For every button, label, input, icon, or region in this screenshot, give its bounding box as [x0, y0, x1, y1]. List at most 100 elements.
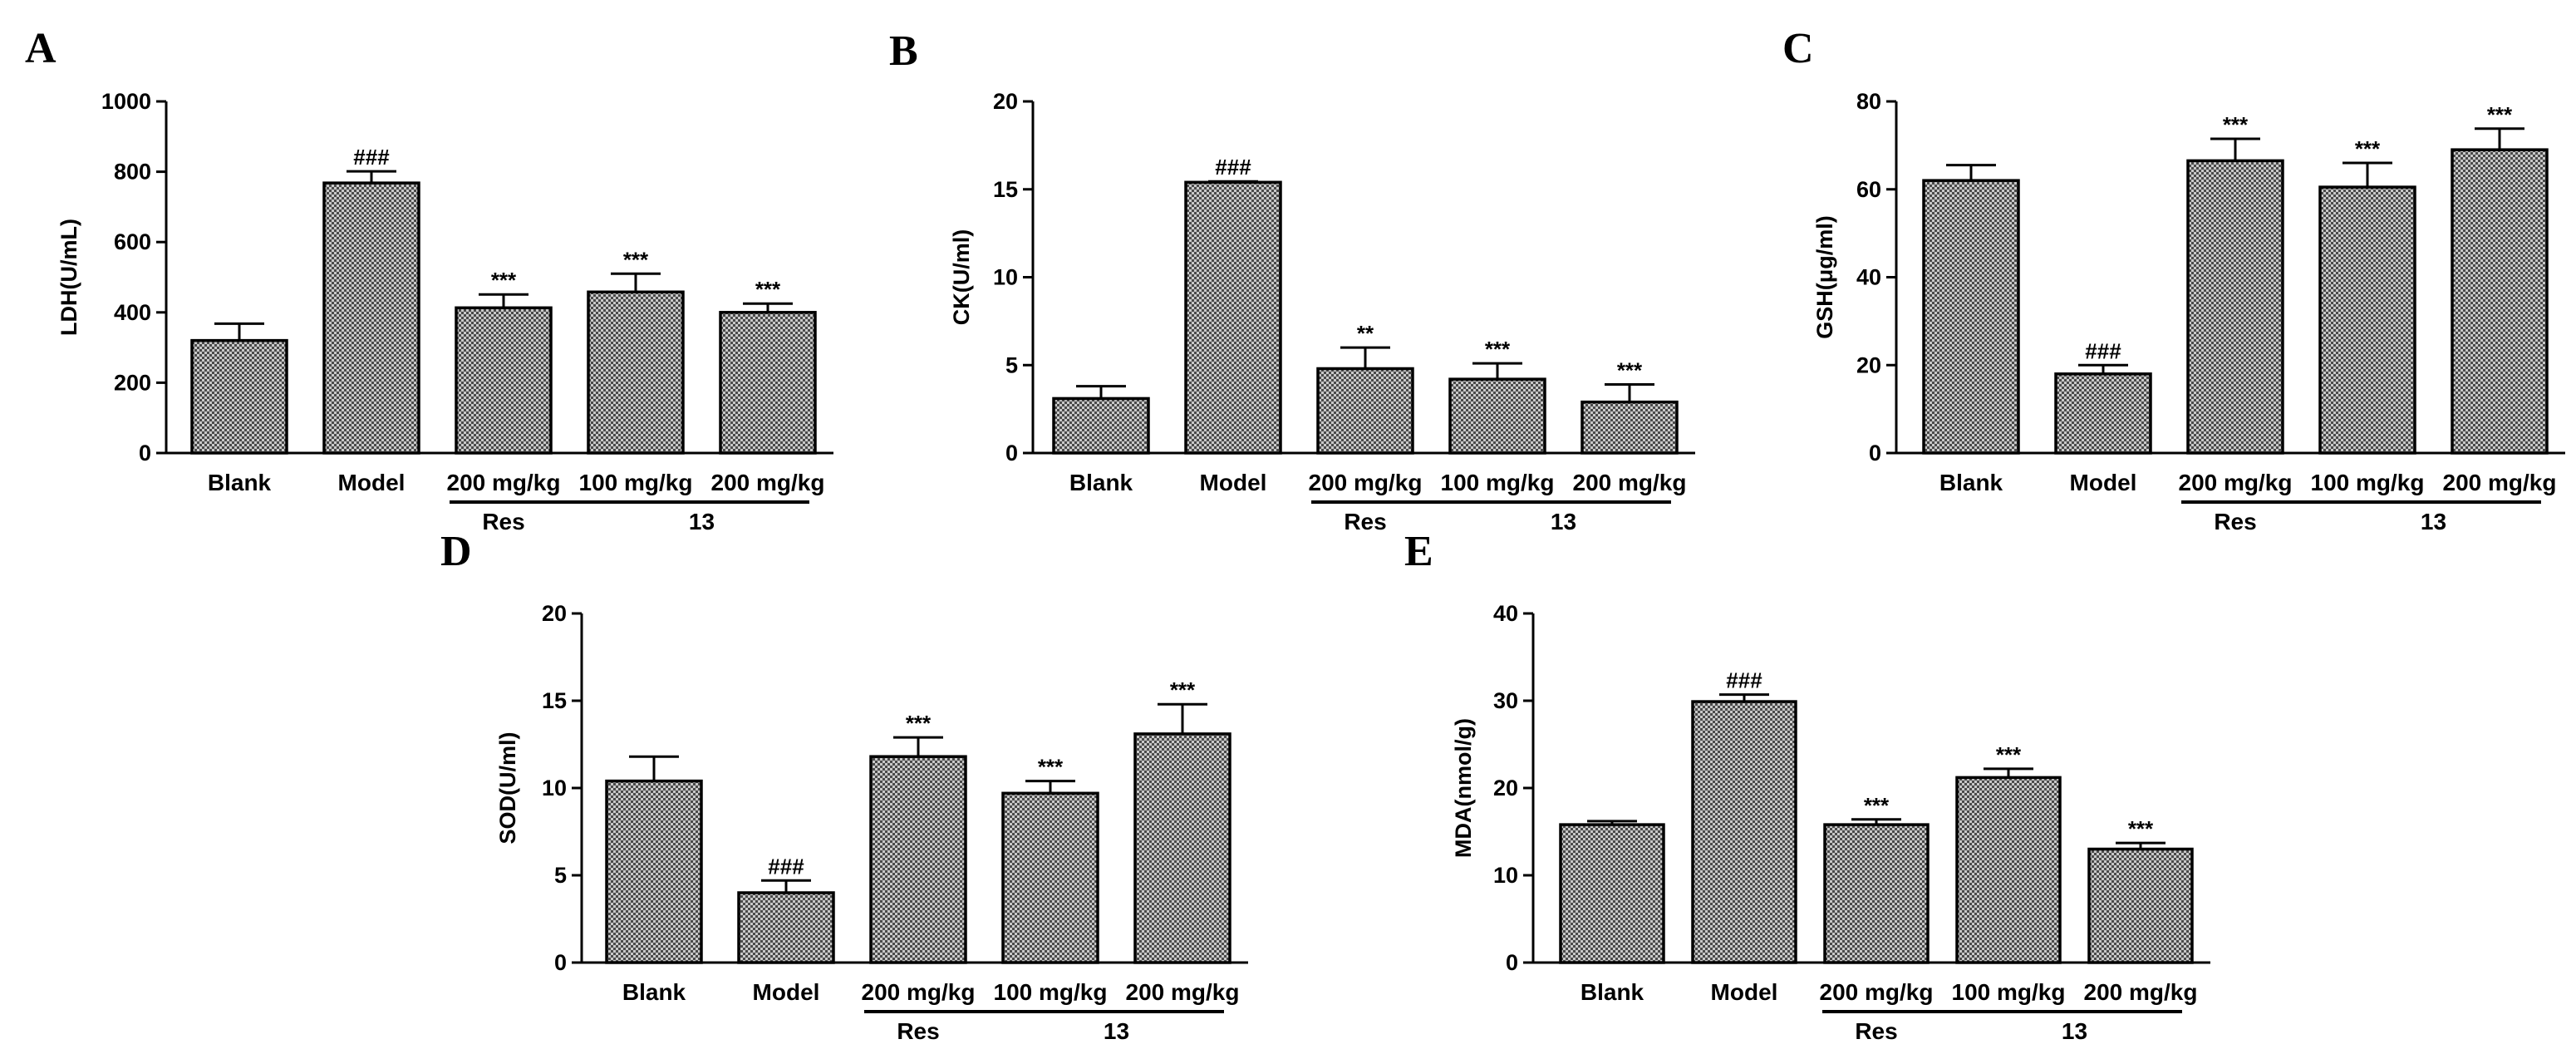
y-axis-label: CK(U/ml) [949, 229, 974, 326]
significance-label: *** [2487, 102, 2513, 127]
y-tick-label: 1000 [101, 89, 151, 114]
significance-label: ### [1215, 155, 1251, 180]
bar [2318, 185, 2416, 455]
y-tick-label: 20 [542, 601, 567, 626]
group-label: 13 [2062, 1018, 2087, 1044]
y-axis-label: SOD(U/ml) [495, 732, 520, 845]
y-tick-label: 40 [1493, 601, 1518, 626]
y-tick-label: 15 [542, 688, 567, 713]
y-tick-label: 5 [1005, 352, 1018, 377]
x-tick-label: 200 mg/kg [2084, 979, 2198, 1005]
bar [1922, 179, 2020, 455]
y-axis-label: MDA(nmol/g) [1451, 718, 1476, 858]
panel-letter: D [440, 528, 472, 575]
x-tick-label: 100 mg/kg [579, 470, 693, 495]
x-tick-label: 200 mg/kg [2179, 470, 2293, 495]
bar [1581, 400, 1679, 455]
bar [1001, 791, 1099, 964]
x-tick-label: 200 mg/kg [1309, 470, 1423, 495]
significance-label: *** [2128, 816, 2154, 841]
x-tick-label: Blank [1581, 979, 1644, 1005]
bar [1184, 180, 1282, 455]
y-tick-label: 30 [1493, 688, 1518, 713]
panel-letter: C [1782, 25, 1814, 72]
x-tick-label: 100 mg/kg [2311, 470, 2425, 495]
y-axis-label: GSH(μg/ml) [1812, 215, 1837, 339]
x-tick-label: 100 mg/kg [1952, 979, 2066, 1005]
y-tick-label: 10 [1493, 863, 1518, 888]
significance-label: *** [1996, 742, 2022, 767]
y-tick-label: 0 [1005, 441, 1018, 465]
x-tick-label: 100 mg/kg [994, 979, 1108, 1005]
y-tick-label: 60 [1856, 177, 1881, 202]
significance-label: *** [491, 268, 517, 293]
x-tick-label: Model [1711, 979, 1778, 1005]
chart-panel-c: C 0 20 40 60 80 GSH(μg/ml) Blank ### Model *** 200 … [1782, 25, 2565, 534]
group-label: 13 [689, 509, 715, 534]
y-tick-label: 40 [1856, 265, 1881, 290]
y-axis-label: LDH(U/mL) [57, 219, 81, 336]
y-tick-label: 15 [993, 177, 1018, 202]
significance-label: ### [768, 854, 804, 879]
x-tick-label: Model [2070, 470, 2137, 495]
x-tick-label: 200 mg/kg [711, 470, 825, 495]
x-tick-label: 100 mg/kg [1441, 470, 1555, 495]
y-tick-label: 0 [139, 441, 151, 465]
bar [737, 891, 835, 964]
chart-panel-d: D 0 5 10 15 20 SOD(U/ml) Blank ### Model *** 200 mg… [440, 528, 1248, 1044]
panel-letter: A [25, 25, 57, 72]
bar [587, 290, 685, 455]
group-label: Res [897, 1018, 939, 1044]
x-tick-label: Blank [1939, 470, 2003, 495]
significance-label: *** [2223, 112, 2249, 137]
y-tick-label: 200 [114, 370, 151, 395]
y-tick-label: 600 [114, 229, 151, 254]
group-label: 13 [1551, 509, 1576, 534]
significance-label: *** [1170, 677, 1196, 702]
significance-label: *** [1617, 358, 1643, 383]
group-label: Res [1344, 509, 1386, 534]
bar [1448, 377, 1546, 455]
group-label: 13 [2421, 509, 2446, 534]
x-tick-label: 200 mg/kg [1573, 470, 1687, 495]
significance-label: *** [623, 247, 649, 272]
y-tick-label: 0 [1506, 950, 1518, 975]
chart-panel-b: B 0 5 10 15 20 CK(U/ml) Blank ### Model ** 200 mg/k… [889, 27, 1695, 534]
x-tick-label: Blank [1069, 470, 1133, 495]
bar [2087, 847, 2194, 964]
bar [1823, 823, 1930, 964]
group-label: 13 [1104, 1018, 1129, 1044]
bar [1316, 367, 1414, 455]
bar [190, 338, 288, 455]
group-label: Res [2214, 509, 2256, 534]
group-label: Res [1855, 1018, 1897, 1044]
bar [1691, 700, 1797, 964]
significance-label: *** [1485, 337, 1511, 362]
x-tick-label: Model [338, 470, 406, 495]
bar [322, 181, 420, 455]
significance-label: *** [1038, 755, 1064, 780]
y-tick-label: 20 [993, 89, 1018, 114]
y-tick-label: 800 [114, 160, 151, 185]
significance-label: ### [2085, 338, 2121, 363]
x-tick-label: Blank [208, 470, 272, 495]
significance-label: *** [2355, 136, 2381, 161]
bar [2451, 148, 2549, 455]
y-tick-label: 20 [1856, 352, 1881, 377]
x-tick-label: 200 mg/kg [862, 979, 976, 1005]
bar [605, 779, 703, 964]
bar [1052, 396, 1150, 455]
group-label: Res [482, 509, 524, 534]
significance-label: *** [1864, 793, 1890, 818]
y-tick-label: 0 [554, 950, 567, 975]
y-tick-label: 10 [542, 776, 567, 800]
panels-container: A02004006008001000LDH(U/mL)Blank###Model… [25, 25, 2565, 1044]
bar [455, 306, 553, 455]
x-tick-label: Blank [622, 979, 686, 1005]
significance-label: ** [1357, 321, 1374, 346]
significance-label: ### [353, 145, 390, 170]
x-tick-label: Model [753, 979, 820, 1005]
x-tick-label: 200 mg/kg [447, 470, 561, 495]
bar [2186, 159, 2284, 455]
